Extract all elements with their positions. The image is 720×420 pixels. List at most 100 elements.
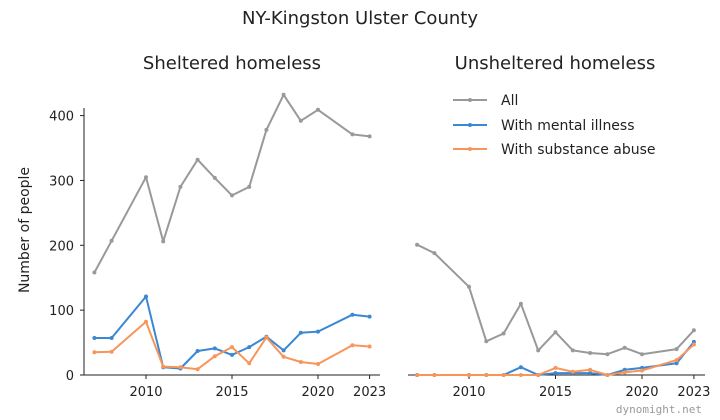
data-point-with-mental-illness (367, 314, 372, 319)
data-point-with-mental-illness (316, 329, 320, 334)
data-point-with-substance-abuse (281, 354, 286, 359)
data-point-all (212, 175, 217, 180)
data-point-all (588, 351, 593, 355)
data-point-with-mental-illness (553, 371, 558, 376)
legend-marker-all (468, 98, 472, 102)
data-point-all (367, 134, 372, 139)
data-point-with-substance-abuse (467, 373, 471, 377)
data-point-all (230, 193, 234, 198)
data-point-with-substance-abuse (161, 364, 166, 369)
watermark: dynomight.net (616, 403, 702, 416)
data-point-all (691, 328, 696, 333)
y-axis-label: Number of people (17, 167, 33, 293)
data-point-all (622, 345, 627, 350)
panel-title-unsheltered: Unsheltered homeless (455, 53, 656, 74)
series-line-with-mental-illness (417, 341, 695, 376)
data-point-all (501, 331, 506, 336)
legend-label-mental-illness: With mental illness (501, 118, 635, 134)
series-line-all (93, 93, 370, 273)
data-point-with-substance-abuse (640, 368, 644, 373)
ticks-group: 2010 2015 2020 2023 (452, 375, 710, 400)
panel-sheltered: Sheltered homeless Number of people 2010… (17, 53, 386, 400)
data-point-all (92, 270, 97, 275)
data-point-all (432, 251, 437, 256)
data-point-with-substance-abuse (367, 344, 372, 349)
data-point-with-substance-abuse (588, 367, 593, 372)
x-tick-label: 2010 (452, 385, 485, 400)
ticks-group: 2010 2015 2020 2023 0 100 200 300 400 (49, 110, 386, 400)
x-tick-label: 2010 (129, 385, 162, 400)
data-point-all (178, 184, 183, 189)
data-point-all (570, 348, 575, 353)
panel-unsheltered: Unsheltered homeless 2010 2015 2020 2023 (408, 53, 710, 400)
data-point-with-substance-abuse (212, 354, 217, 359)
legend-item-all: All (453, 93, 518, 109)
data-point-all (281, 92, 286, 97)
data-point-all (350, 132, 355, 137)
y-tick-label: 100 (49, 304, 74, 319)
data-point-all (484, 339, 489, 344)
legend-marker-mental-illness (468, 123, 472, 127)
data-point-all (536, 348, 541, 353)
data-point-with-substance-abuse (518, 373, 523, 377)
data-point-with-substance-abuse (350, 343, 355, 348)
data-point-with-substance-abuse (432, 373, 437, 377)
data-point-with-substance-abuse (691, 342, 696, 347)
legend-label-substance-abuse: With substance abuse (501, 142, 656, 158)
data-point-with-substance-abuse (144, 319, 148, 324)
data-point-with-substance-abuse (109, 349, 114, 354)
series-line-all (416, 243, 695, 356)
x-tick-label: 2023 (677, 385, 710, 400)
data-point-with-substance-abuse (674, 358, 679, 363)
data-point-with-substance-abuse (415, 373, 420, 377)
x-tick-label: 2015 (215, 385, 248, 400)
data-point-with-substance-abuse (605, 373, 610, 377)
data-point-all (316, 107, 320, 112)
data-point-with-substance-abuse (230, 345, 234, 350)
data-point-with-substance-abuse (570, 369, 575, 374)
data-point-with-mental-illness (674, 361, 679, 366)
data-point-with-mental-illness (518, 365, 523, 370)
data-point-with-substance-abuse (195, 367, 200, 372)
data-point-with-substance-abuse (536, 373, 541, 377)
data-point-all (247, 184, 252, 189)
data-point-all (109, 238, 114, 243)
y-tick-label: 400 (49, 110, 74, 125)
panel-title-sheltered: Sheltered homeless (143, 53, 321, 74)
y-tick-label: 300 (49, 174, 74, 189)
data-point-with-substance-abuse (178, 365, 183, 370)
legend-marker-substance-abuse (468, 147, 472, 151)
data-point-all (264, 127, 269, 132)
series-line-with-substance-abuse (417, 343, 695, 376)
y-tick-label: 200 (49, 239, 74, 254)
data-point-all (674, 347, 679, 352)
data-point-with-mental-illness (195, 349, 200, 353)
data-point-with-substance-abuse (247, 361, 252, 366)
series-group (92, 92, 372, 372)
data-point-with-mental-illness (212, 346, 217, 351)
data-point-with-mental-illness (298, 330, 303, 335)
data-point-all (605, 352, 610, 357)
data-point-all (640, 352, 644, 357)
figure-suptitle: NY-Kingston Ulster County (242, 8, 478, 29)
data-point-all (553, 330, 558, 335)
legend-label-all: All (501, 93, 518, 109)
data-point-with-substance-abuse (484, 373, 489, 377)
data-point-with-substance-abuse (92, 350, 97, 355)
data-point-with-mental-illness (247, 345, 252, 350)
x-tick-label: 2020 (625, 385, 658, 400)
legend-item-substance-abuse: With substance abuse (453, 142, 656, 158)
data-point-all (195, 157, 200, 162)
legend: All With mental illness With substance a… (453, 93, 656, 158)
y-tick-label: 0 (66, 369, 74, 384)
data-point-with-mental-illness (588, 371, 593, 376)
data-point-with-substance-abuse (553, 365, 558, 370)
legend-item-mental-illness: With mental illness (453, 118, 635, 134)
data-point-with-mental-illness (281, 348, 286, 353)
x-tick-label: 2015 (539, 385, 572, 400)
data-point-with-substance-abuse (264, 335, 269, 340)
data-point-with-mental-illness (109, 336, 114, 340)
data-point-with-substance-abuse (316, 362, 320, 366)
data-point-with-mental-illness (350, 312, 355, 317)
